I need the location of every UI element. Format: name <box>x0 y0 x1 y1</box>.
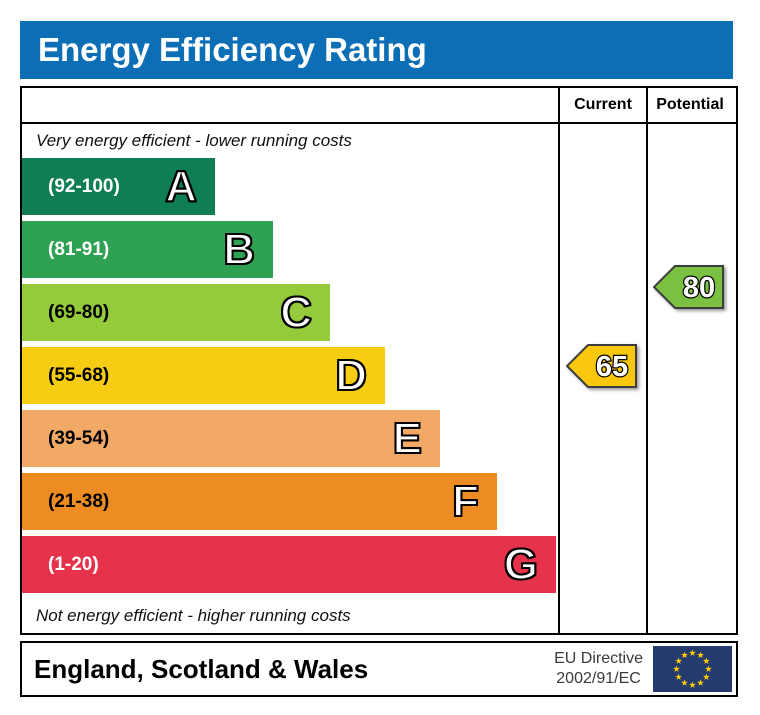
footer-bar: England, Scotland & Wales EU Directive 2… <box>20 641 738 697</box>
band-a-range: (92-100) <box>48 175 120 197</box>
current-column: 65 <box>560 124 648 633</box>
table-header-row: Current Potential <box>22 88 736 124</box>
current-column-header: Current <box>560 88 648 122</box>
potential-rating-value: 80 <box>683 272 715 304</box>
band-f-range: (21-38) <box>48 490 110 512</box>
band-b: (81-91) B <box>22 221 273 278</box>
potential-column: 80 <box>648 124 732 633</box>
band-d-range: (55-68) <box>48 364 110 386</box>
header-spacer-cell <box>22 88 560 122</box>
band-b-letter: B <box>222 224 256 274</box>
band-e-letter: E <box>392 413 423 463</box>
band-a: (92-100) A <box>22 158 215 215</box>
band-c: (69-80) C <box>22 284 330 341</box>
band-e-range: (39-54) <box>48 427 110 449</box>
band-c-letter: C <box>279 287 313 337</box>
rating-table: Current Potential Very energy efficient … <box>20 86 738 635</box>
potential-column-header: Potential <box>656 96 724 113</box>
band-f: (21-38) F <box>22 473 497 530</box>
band-g-letter: G <box>503 539 539 589</box>
top-note: Very energy efficient - lower running co… <box>36 131 352 150</box>
band-c-range: (69-80) <box>48 301 110 323</box>
band-e: (39-54) E <box>22 410 440 467</box>
band-d: (55-68) D <box>22 347 385 404</box>
region-label: England, Scotland & Wales <box>34 653 369 684</box>
eu-directive-line2: 2002/91/EC <box>556 670 641 687</box>
potential-rating-arrow-icon: 80 <box>653 265 724 309</box>
band-f-letter: F <box>451 476 480 526</box>
current-rating-value: 65 <box>596 351 628 383</box>
rating-scale: Very energy efficient - lower running co… <box>22 124 560 633</box>
band-a-letter: A <box>164 161 198 211</box>
band-d-letter: D <box>334 350 368 400</box>
current-rating-arrow-icon: 65 <box>566 344 637 388</box>
epc-certificate: Energy Efficiency Rating Current Potenti… <box>20 21 738 697</box>
band-g: (1-20) G <box>22 536 556 593</box>
eu-flag-icon <box>653 646 732 692</box>
eu-directive-line1: EU Directive <box>554 650 643 667</box>
band-g-range: (1-20) <box>48 553 99 575</box>
eu-directive-label: EU Directive 2002/91/EC <box>554 649 643 689</box>
band-b-range: (81-91) <box>48 238 110 260</box>
table-body: Very energy efficient - lower running co… <box>22 124 736 633</box>
bottom-note: Not energy efficient - higher running co… <box>36 606 351 625</box>
page-title: Energy Efficiency Rating <box>20 21 733 79</box>
